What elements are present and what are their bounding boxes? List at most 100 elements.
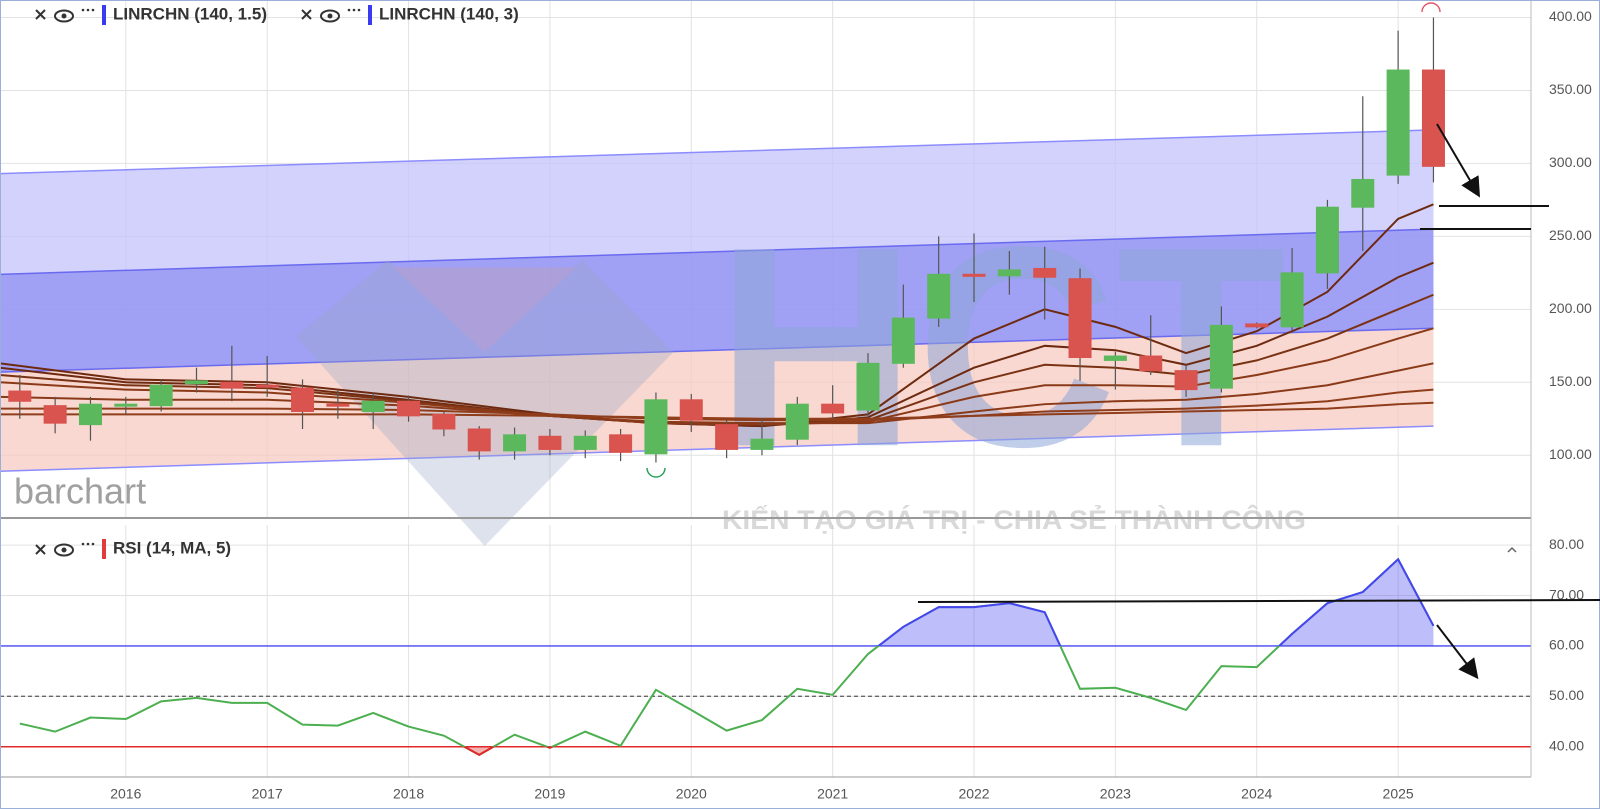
candle-body [962, 273, 986, 277]
y-tick-label: 100.00 [1549, 446, 1592, 462]
channel-line [0, 228, 1434, 276]
rsi-line [19, 557, 1435, 756]
candle-body [891, 317, 915, 364]
x-tick-label: 2019 [534, 786, 565, 802]
watermark-logo [392, 267, 577, 353]
close-icon[interactable] [301, 9, 312, 20]
x-tick-label: 2023 [1100, 786, 1131, 802]
candle-body [1245, 323, 1269, 328]
candle-body [361, 400, 385, 412]
marker-arc [1421, 2, 1441, 13]
legend-swatch [368, 5, 372, 25]
candle-body [715, 424, 739, 450]
y-tick-label: 80.00 [1549, 536, 1584, 552]
eye-icon[interactable] [320, 9, 340, 23]
candle-body [679, 399, 703, 421]
rsi-zone-fill [19, 559, 1434, 646]
watermark-text: HCT [716, 188, 1286, 506]
x-tick-label: 2016 [110, 786, 141, 802]
candle-body [785, 403, 809, 440]
more-icon[interactable] [81, 8, 95, 12]
brand: barchart [14, 471, 146, 512]
rsi-panel [0, 557, 1531, 756]
legend-label: LINRCHN (140, 1.5) [113, 4, 267, 23]
legend-label: RSI (14, MA, 5) [113, 538, 231, 557]
y-tick-label: 400.00 [1549, 8, 1592, 24]
candle-body [927, 273, 951, 319]
candle-body [78, 403, 102, 426]
candle-body [1174, 370, 1198, 391]
x-tick-label: 2021 [817, 786, 848, 802]
y-tick-label: 350.00 [1549, 81, 1592, 97]
candle-body [1068, 278, 1092, 358]
y-tick-label: 200.00 [1549, 300, 1592, 316]
y-tick-label: 50.00 [1549, 687, 1584, 703]
candle-body [1139, 355, 1163, 372]
candle-body [821, 403, 845, 414]
x-tick-label: 2022 [958, 786, 989, 802]
collapse-icon[interactable] [1507, 546, 1517, 553]
candle-body [432, 413, 456, 430]
x-tick-label: 2018 [393, 786, 424, 802]
candle-body [326, 403, 350, 407]
candle-body [467, 428, 491, 452]
more-icon[interactable] [347, 8, 361, 12]
y-tick-label: 250.00 [1549, 227, 1592, 243]
candle-body [609, 434, 633, 453]
candle-body [750, 438, 774, 450]
legend-swatch [102, 539, 106, 559]
trend-line [917, 599, 1600, 603]
candle-body [43, 405, 67, 424]
eye-icon[interactable] [54, 543, 74, 557]
y-tick-label: 70.00 [1549, 586, 1584, 602]
rsi-header: RSI (14, MA, 5) [35, 538, 1517, 559]
annotations [646, 2, 1600, 680]
marker-arc [646, 467, 666, 478]
watermark: HCT KIẾN TẠO GIÁ TRỊ - CHIA SẺ THÀNH CÔN… [295, 188, 1306, 546]
candle-body [1033, 267, 1057, 278]
y-tick-label: 60.00 [1549, 637, 1584, 653]
x-tick-label: 2025 [1383, 786, 1414, 802]
watermark-slogan: KIẾN TẠO GIÁ TRỊ - CHIA SẺ THÀNH CÔNG [722, 503, 1306, 535]
axes: 2016 2017 2018 2019 2020 2021 2022 2023 2024 2025… [110, 8, 1592, 801]
candle-body [114, 403, 138, 407]
candle-body [8, 390, 32, 402]
x-tick-label: 2020 [676, 786, 707, 802]
close-icon[interactable] [35, 544, 46, 555]
close-icon[interactable] [35, 9, 46, 20]
watermark-logo [295, 260, 674, 546]
candle-body [1421, 69, 1445, 167]
arrow [1436, 624, 1479, 680]
candle-body [220, 381, 244, 389]
y-tick-label: 40.00 [1549, 737, 1584, 753]
eye-icon[interactable] [54, 9, 74, 23]
y-tick-label: 300.00 [1549, 154, 1592, 170]
candle-body [503, 434, 527, 452]
channel-line [0, 129, 1434, 175]
candle-body [184, 380, 208, 385]
candle-body [573, 435, 597, 450]
candle-body [149, 384, 173, 407]
candle-body [255, 384, 279, 388]
candle-body [1209, 324, 1233, 389]
candle-body [397, 400, 421, 417]
channel-lower-band [0, 328, 1434, 472]
candles [8, 17, 1445, 463]
y-tick-label: 150.00 [1549, 373, 1592, 389]
candle-body [997, 269, 1021, 277]
candle-body [1103, 355, 1127, 361]
channel-line [0, 327, 1434, 373]
candle-body [1315, 206, 1339, 274]
candle-body [291, 387, 315, 412]
candle-body [1351, 178, 1375, 208]
arrow [1436, 123, 1481, 198]
candle-body [538, 435, 562, 450]
x-tick-label: 2017 [252, 786, 283, 802]
candle-body [1280, 272, 1304, 328]
legend-label: LINRCHN (140, 3) [379, 4, 519, 23]
more-icon[interactable] [81, 542, 95, 546]
main-header: LINRCHN (140, 1.5) LINRCHN (140, 3) [35, 4, 519, 25]
x-tick-label: 2024 [1241, 786, 1272, 802]
